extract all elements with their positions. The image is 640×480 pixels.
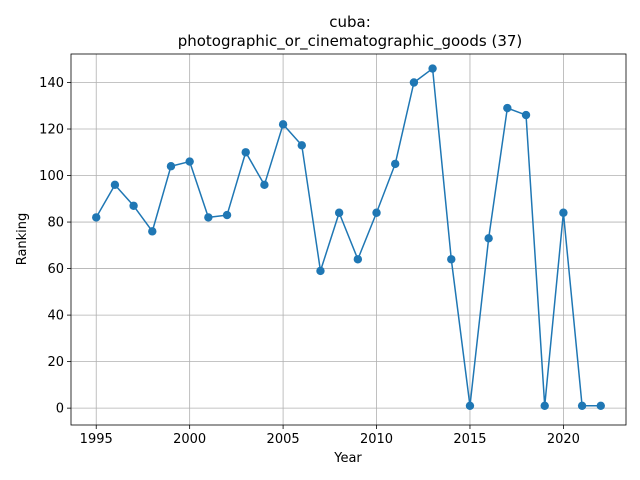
- data-point: [222, 210, 232, 220]
- data-point: [316, 266, 325, 276]
- data-point: [391, 159, 400, 169]
- y-tick-label: 140: [39, 76, 64, 91]
- data-point: [166, 162, 176, 171]
- x-tick-label: 1995: [80, 432, 113, 447]
- x-tick-label: 2010: [360, 432, 393, 447]
- series-line: [95, 67, 601, 407]
- x-axis-label: Year: [333, 451, 362, 466]
- grid: [71, 54, 626, 425]
- data-point: [204, 213, 213, 222]
- y-tick-label: 100: [39, 169, 64, 184]
- data-point: [596, 401, 605, 411]
- data-point: [334, 208, 344, 217]
- data-point: [503, 103, 512, 113]
- y-tick-label: 120: [39, 123, 64, 138]
- x-tick-label: 2005: [267, 432, 300, 447]
- data-point: [185, 157, 194, 166]
- x-tick-label: 2015: [453, 432, 486, 447]
- y-tick-label: 60: [47, 262, 64, 277]
- data-point: [260, 180, 269, 190]
- y-tick-label: 40: [47, 309, 64, 324]
- y-tick-label: 0: [56, 402, 64, 417]
- chart-title-line-1: cuba:: [329, 13, 371, 31]
- y-tick-label: 80: [47, 216, 64, 231]
- x-tick-label: 2000: [173, 432, 206, 447]
- data-point: [129, 201, 138, 210]
- y-axis-label: Ranking: [15, 213, 30, 266]
- series-points: [92, 64, 605, 411]
- data-point: [92, 213, 101, 222]
- data-point: [447, 255, 456, 264]
- data-point: [577, 401, 587, 411]
- data-point: [484, 234, 493, 243]
- x-axis-ticks: 1995 2000 2005 2010 2015 2020: [80, 425, 580, 447]
- data-point: [521, 110, 531, 120]
- data-point: [110, 180, 120, 190]
- y-tick-label: 20: [47, 355, 64, 370]
- series-polyline: [95, 67, 601, 407]
- data-point: [297, 141, 306, 150]
- axes-frame: [70, 53, 627, 426]
- data-point: [559, 208, 568, 217]
- data-point: [409, 78, 419, 87]
- data-point: [372, 208, 381, 217]
- data-point: [353, 255, 363, 264]
- data-point: [278, 120, 288, 129]
- data-point: [241, 148, 250, 157]
- x-tick-label: 2020: [547, 432, 580, 447]
- data-point: [148, 227, 157, 236]
- chart-title-line-2: photographic_or_cinematographic_goods (3…: [178, 32, 523, 51]
- y-axis-ticks: 0 20 40 60 80 100 120 140: [39, 76, 71, 417]
- data-point: [428, 64, 437, 73]
- data-point: [465, 401, 475, 411]
- data-point: [540, 401, 549, 411]
